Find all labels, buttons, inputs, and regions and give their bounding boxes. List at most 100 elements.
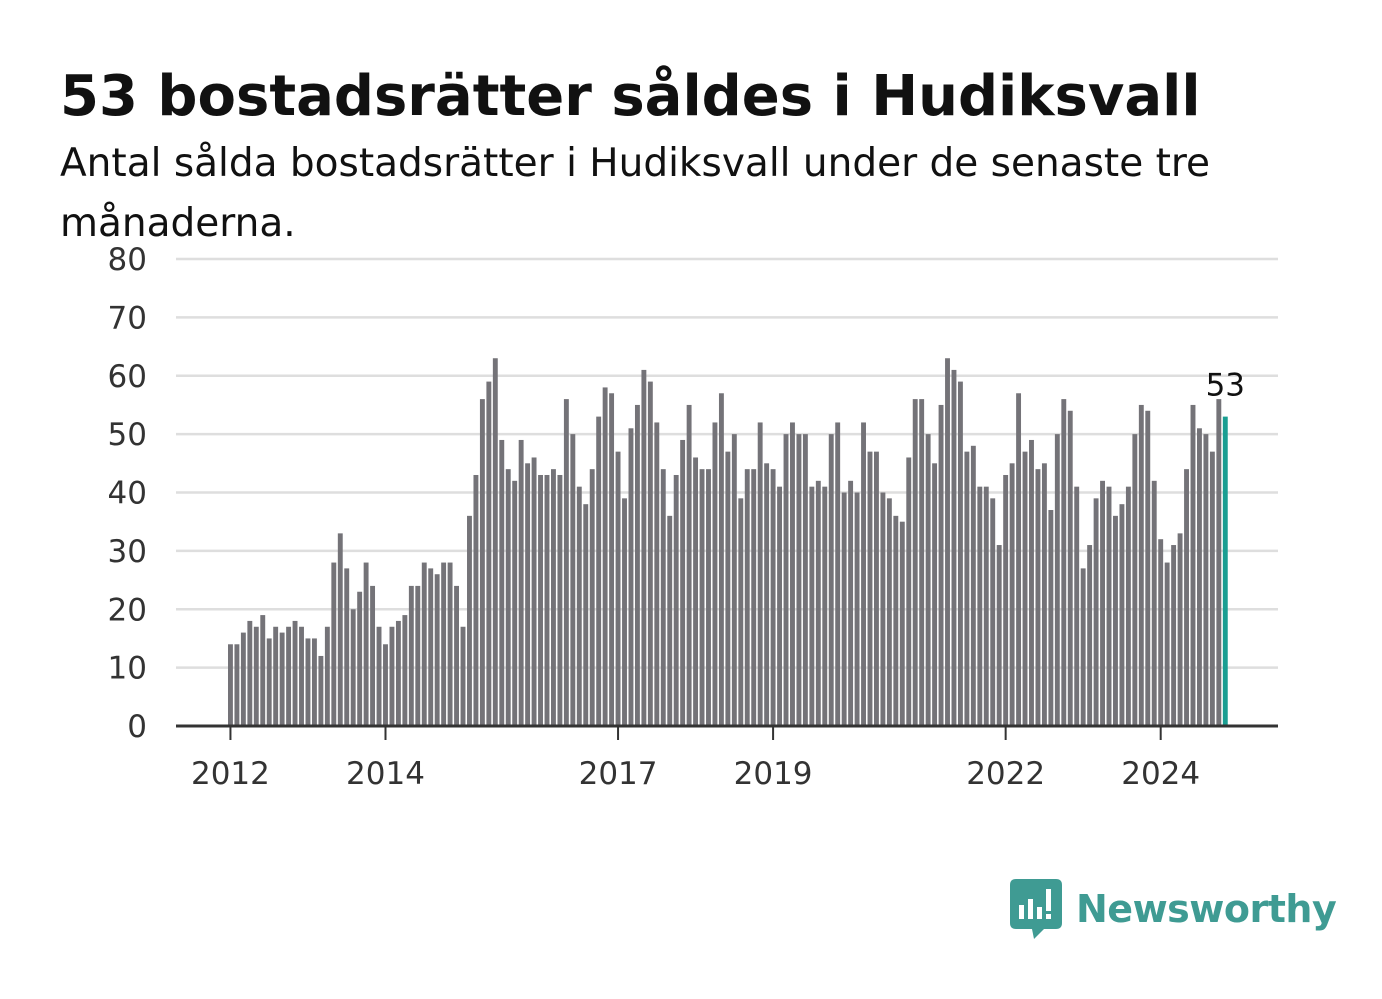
bar — [990, 498, 996, 726]
bar — [1074, 486, 1080, 726]
bar — [1177, 533, 1183, 726]
bar — [886, 498, 892, 726]
bar — [835, 422, 841, 726]
bar — [615, 451, 621, 726]
bar — [1054, 434, 1060, 726]
chart-speech-bubble-icon — [1010, 879, 1062, 939]
x-axis-tick-labels: 2012 2014 2017 2019 2022 2024 — [191, 756, 1200, 792]
bar — [1113, 515, 1118, 726]
bar-latest — [1222, 416, 1228, 726]
bar — [589, 469, 595, 726]
bar — [324, 626, 330, 726]
bar — [395, 620, 401, 726]
bar — [1009, 463, 1015, 726]
bar — [957, 381, 963, 726]
y-tick-label: 40 — [108, 476, 147, 512]
data-labels: 53 — [1206, 368, 1245, 404]
chart-title: 53 bostadsrätter såldes i Hudiksvall — [60, 64, 1201, 129]
bar — [654, 422, 660, 726]
bar — [790, 422, 795, 726]
bar — [609, 393, 615, 726]
bar — [925, 434, 931, 726]
bar — [1184, 469, 1189, 726]
bar — [802, 434, 808, 726]
bar — [893, 515, 899, 726]
x-tick-label: 2024 — [1121, 756, 1200, 792]
bar — [809, 486, 815, 726]
bar — [764, 463, 770, 726]
bar — [945, 358, 950, 726]
bar — [486, 381, 492, 726]
bar — [305, 638, 311, 726]
x-tick-label: 2019 — [734, 756, 813, 792]
bar — [641, 369, 647, 726]
y-tick-label: 60 — [108, 359, 147, 395]
bar — [1035, 469, 1041, 726]
bar — [434, 574, 440, 726]
bar — [1209, 451, 1215, 726]
bar — [867, 451, 873, 726]
bar — [421, 562, 427, 726]
bar — [505, 469, 511, 726]
bar — [467, 515, 472, 726]
bar — [880, 492, 886, 726]
bar — [1216, 399, 1222, 726]
y-tick-label: 10 — [108, 651, 147, 687]
bar — [1016, 393, 1022, 726]
bar — [602, 387, 608, 726]
bar — [273, 626, 279, 726]
bar — [389, 626, 395, 726]
bar — [854, 492, 860, 726]
bar — [492, 358, 498, 726]
bar — [344, 568, 350, 726]
bar — [1197, 428, 1202, 726]
bar — [299, 626, 304, 726]
bar — [938, 404, 944, 726]
x-tick-label: 2014 — [346, 756, 425, 792]
bar — [841, 492, 847, 726]
bar — [583, 504, 589, 726]
bar — [667, 515, 673, 726]
bar — [350, 609, 356, 726]
bar — [815, 480, 821, 726]
bar — [874, 451, 879, 726]
bar — [783, 434, 789, 726]
bar — [370, 585, 376, 726]
bar — [647, 381, 653, 726]
x-tick-label: 2017 — [579, 756, 658, 792]
bar — [383, 644, 388, 726]
bar — [253, 626, 259, 726]
bar — [1138, 404, 1144, 726]
bar — [828, 434, 834, 726]
bar — [499, 439, 505, 726]
bar — [996, 545, 1002, 726]
bar — [311, 638, 317, 726]
bar — [286, 626, 292, 726]
bar — [912, 399, 918, 726]
bar — [234, 644, 240, 726]
y-tick-label: 70 — [108, 300, 147, 336]
bar — [861, 422, 866, 726]
bar — [557, 474, 563, 726]
y-tick-label: 30 — [108, 534, 147, 570]
bar — [770, 469, 776, 726]
y-tick-label: 50 — [108, 417, 147, 453]
bar — [228, 644, 233, 726]
bar — [292, 620, 298, 726]
bar — [376, 626, 382, 726]
bars — [228, 358, 1228, 726]
bar — [402, 615, 408, 726]
bar — [331, 562, 337, 726]
bar — [337, 533, 343, 726]
bar — [247, 620, 253, 726]
bar — [1093, 498, 1099, 726]
bar — [357, 591, 363, 726]
x-tick-label: 2012 — [191, 756, 270, 792]
bar — [460, 626, 466, 726]
bar — [1158, 539, 1164, 726]
bar — [428, 568, 434, 726]
bar — [240, 632, 246, 726]
bar — [1041, 463, 1047, 726]
bar — [628, 428, 634, 726]
bar — [680, 439, 686, 726]
